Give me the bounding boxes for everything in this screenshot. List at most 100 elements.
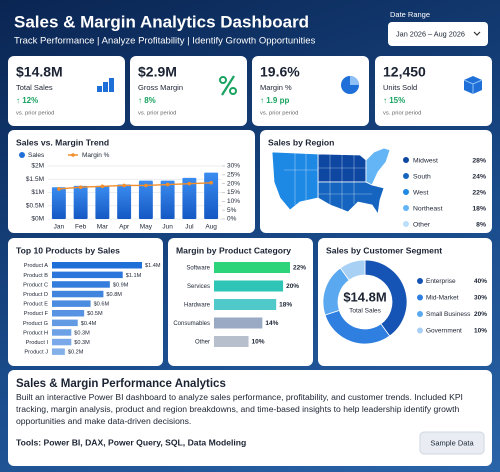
category-label: Product A xyxy=(24,263,49,269)
x-tick-label: Feb xyxy=(75,224,87,231)
x-tick-label: Mar xyxy=(97,224,109,231)
bar xyxy=(52,262,142,269)
chart-title: Sales by Region xyxy=(268,137,334,147)
bar xyxy=(52,300,91,307)
value-label: 14% xyxy=(265,320,278,327)
value-label: 20% xyxy=(286,283,299,290)
kpi-label: Total Sales xyxy=(16,83,53,92)
date-dropdown[interactable] xyxy=(388,22,488,46)
kpi-note: vs. prior period xyxy=(138,111,176,117)
legend-label: South xyxy=(413,173,431,180)
bar xyxy=(214,336,249,347)
kpi-card xyxy=(252,56,369,126)
kpi-change: ↑ 1.9 pp xyxy=(260,96,289,105)
value-label: $0.3M xyxy=(74,330,90,336)
date-range: Jan 2026 – Aug 2026 xyxy=(396,29,465,38)
legend-label: Other xyxy=(413,221,431,228)
icon xyxy=(103,82,108,92)
line-point xyxy=(122,183,126,188)
sample-button[interactable] xyxy=(419,431,485,455)
value-label: 20% xyxy=(474,311,487,318)
bar xyxy=(52,348,65,355)
y2-tick-label: 25% xyxy=(227,172,240,179)
kpi-note: vs. prior period xyxy=(383,111,421,117)
kpi-change: ↑ 12% xyxy=(16,96,38,105)
line xyxy=(58,182,212,190)
chart-title: Sales by Customer Segment xyxy=(326,245,442,255)
value-label: 10% xyxy=(474,328,487,335)
bar xyxy=(117,184,132,219)
value-label: 28% xyxy=(472,157,486,164)
y-tick-label: $0.5M xyxy=(26,202,44,209)
kpi-value: $2.9M xyxy=(138,64,177,80)
legend-swatch xyxy=(403,157,409,163)
y2-tick-label: 20% xyxy=(227,180,240,187)
icon xyxy=(219,76,227,84)
bar xyxy=(52,271,123,279)
bar xyxy=(51,187,66,219)
category-label: Services xyxy=(187,284,210,290)
value-label: $0.2M xyxy=(68,350,84,356)
map-region xyxy=(365,147,391,186)
category-label: Product I xyxy=(26,340,49,346)
chevron xyxy=(473,31,481,36)
x-tick-label: Apr xyxy=(119,224,130,231)
bar xyxy=(52,319,78,327)
category-label: Product E xyxy=(23,302,48,308)
donut-slice xyxy=(339,259,366,281)
value-label: 40% xyxy=(474,278,487,285)
legend-label: Government xyxy=(426,328,462,335)
value-label: $0.4M xyxy=(81,321,97,327)
legend-swatch xyxy=(403,221,409,227)
y2-tick-label: 10% xyxy=(227,198,240,205)
value-label: $0.9M xyxy=(113,282,129,288)
category-label: Software xyxy=(186,266,210,272)
chart-title: Margin by Product Category xyxy=(176,245,291,255)
value-label: $0.3M xyxy=(74,340,90,346)
category-label: Product B xyxy=(23,273,48,279)
kpi-note: vs. prior period xyxy=(16,111,54,117)
x-tick-label: Jun xyxy=(162,224,173,231)
panel xyxy=(8,370,492,466)
value-label: 10% xyxy=(252,339,265,346)
legend-swatch xyxy=(71,153,75,157)
kpi-card xyxy=(130,56,247,126)
kpi-label: Gross Margin xyxy=(138,83,183,92)
kpi-value: 12,450 xyxy=(383,64,426,80)
icon xyxy=(109,78,114,92)
legend-label: Mid-Market xyxy=(426,295,459,302)
kpi-change: ↑ 8% xyxy=(138,96,156,105)
icon xyxy=(350,76,359,85)
kpi-value: $14.8M xyxy=(16,64,63,80)
bar xyxy=(52,338,72,346)
y2-tick-label: 15% xyxy=(227,189,240,196)
value-label: $1.4M xyxy=(145,263,161,269)
category-label: Product C xyxy=(23,282,48,288)
legend-swatch xyxy=(403,173,409,179)
bar xyxy=(52,310,85,317)
icon xyxy=(463,79,483,94)
center-value: $14.8M xyxy=(343,289,386,304)
bar xyxy=(214,299,277,310)
value-label: $0.8M xyxy=(106,292,122,298)
x-tick-label: May xyxy=(140,224,153,231)
icon xyxy=(97,86,102,92)
bar xyxy=(73,185,88,219)
bar xyxy=(214,280,284,292)
value-label: 18% xyxy=(472,205,486,212)
bar xyxy=(204,172,219,219)
legend-label: Small Business xyxy=(426,311,471,318)
line-point xyxy=(100,184,105,189)
kpi-label: Units Sold xyxy=(383,83,417,92)
kpi-note: vs. prior period xyxy=(260,111,298,117)
button-label: Sample Data xyxy=(430,438,474,447)
title: Sales & Margin Analytics Dashboard xyxy=(14,12,309,31)
x-tick-label: Jan xyxy=(54,224,65,231)
legend-label: Midwest xyxy=(413,157,438,164)
bar xyxy=(52,290,104,298)
value-label: 30% xyxy=(474,295,487,302)
bar xyxy=(214,317,263,329)
kpi-card xyxy=(375,56,492,126)
